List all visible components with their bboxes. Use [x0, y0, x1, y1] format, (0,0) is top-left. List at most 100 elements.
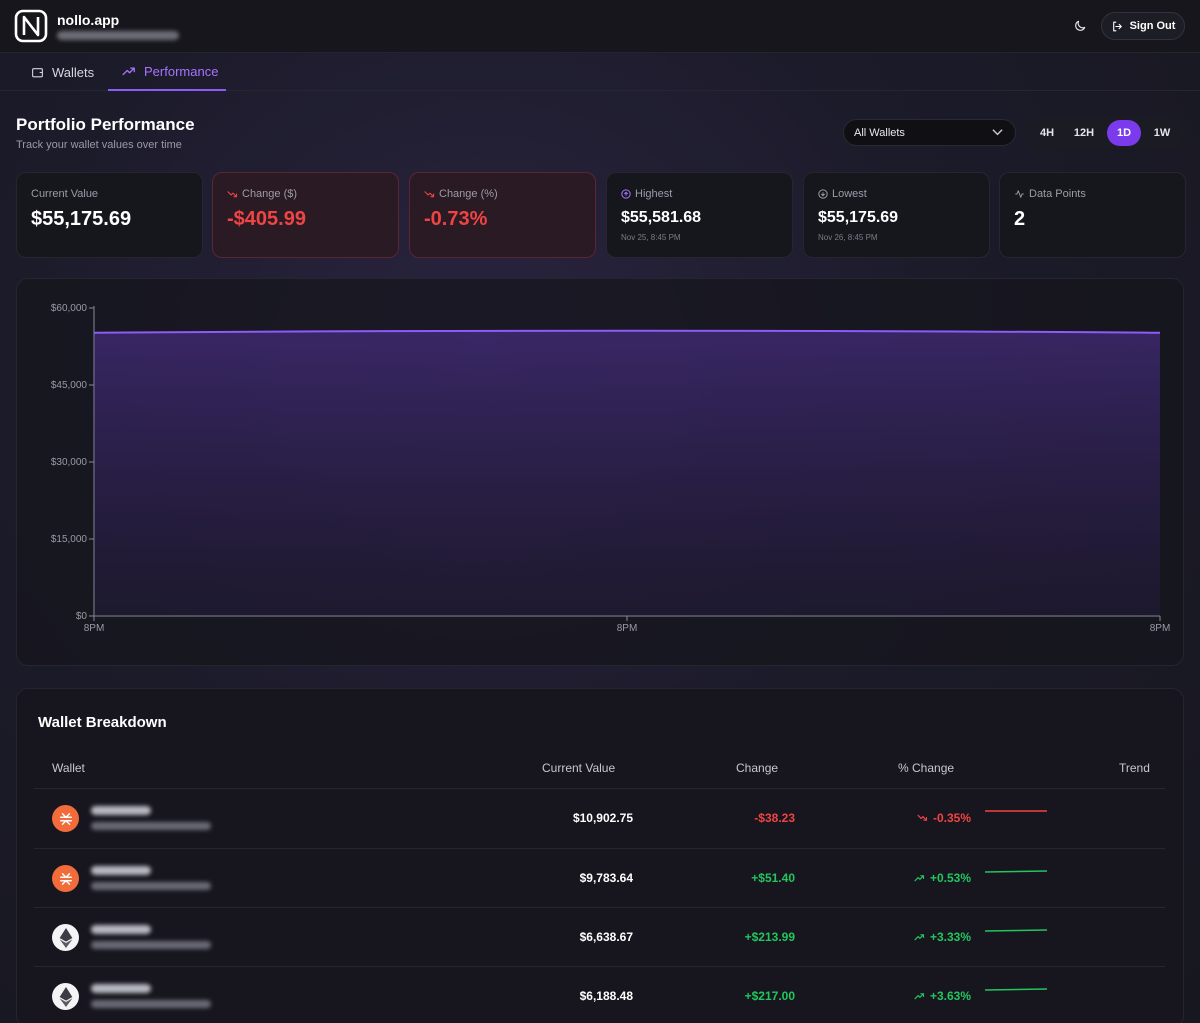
tab-wallets[interactable]: Wallets [31, 53, 94, 91]
table-row[interactable]: $6,638.67 +$213.99 +3.33% [34, 907, 1165, 966]
wallet-pct-change-text: -0.35% [932, 811, 971, 825]
sign-out-label: Sign Out [1129, 20, 1176, 32]
wallet-change: +$213.99 [744, 930, 795, 944]
wallet-pct-change: +0.53% [914, 871, 971, 885]
trend-sparkline [985, 870, 1047, 873]
stat-date: Nov 25, 8:45 PM [621, 233, 681, 242]
page-title: Portfolio Performance [16, 115, 195, 134]
app-header: nollo.app Sign Out [0, 0, 1200, 53]
wallet-change: +$51.40 [751, 871, 795, 885]
stat-label: Lowest [818, 188, 867, 200]
stat-date: Nov 26, 8:45 PM [818, 233, 878, 242]
stat-label: Change (%) [424, 188, 498, 200]
stat-change-usd: Change ($) -$405.99 [212, 172, 399, 258]
range-1w-button[interactable]: 1W [1153, 127, 1171, 139]
stat-label-text: Lowest [832, 188, 867, 200]
table-row[interactable]: $9,783.64 +$51.40 +0.53% [34, 848, 1165, 907]
wallet-current-value: $6,188.48 [579, 989, 633, 1003]
x-tick-label: 8PM [617, 623, 638, 634]
wallet-name-redacted [91, 866, 151, 875]
column-header-pct-change: % Change [898, 761, 955, 775]
trending-down-icon [227, 190, 238, 197]
stat-label: Data Points [1014, 188, 1086, 200]
wallet-pct-change: -0.35% [917, 811, 971, 825]
wallet-coin-icon [52, 805, 79, 832]
wallet-breakdown-title: Wallet Breakdown [38, 714, 167, 731]
x-tick-label: 8PM [84, 623, 105, 634]
wallet-change: -$38.23 [754, 811, 795, 825]
wallet-coin-icon [52, 983, 79, 1010]
wallet-address-redacted [91, 822, 211, 830]
chevron-down-icon [992, 129, 1003, 136]
stat-label-text: Current Value [31, 188, 99, 200]
stat-change-pct: Change (%) -0.73% [409, 172, 596, 258]
sign-out-button[interactable]: Sign Out [1101, 12, 1185, 40]
series-line [93, 329, 1161, 334]
stat-value: -$405.99 [227, 208, 306, 230]
stat-current-value: Current Value $55,175.69 [16, 172, 203, 258]
wallet-name-redacted [91, 806, 151, 815]
time-range-selector: 4H 12H 1D 1W [1024, 117, 1184, 149]
stat-value: $55,175.69 [818, 209, 899, 226]
tab-performance-label: Performance [144, 63, 219, 79]
trending-down-icon [917, 814, 928, 821]
stat-label-text: Data Points [1029, 188, 1086, 200]
stat-label: Highest [621, 188, 672, 200]
wallet-coin-icon [52, 865, 79, 892]
y-tick-label: $45,000 [51, 380, 88, 391]
x-tick-label: 8PM [1150, 623, 1171, 634]
table-row[interactable]: $6,188.48 +$217.00 +3.63% [34, 966, 1165, 1023]
wallet-current-value: $10,902.75 [572, 811, 633, 825]
trending-up-icon [122, 67, 135, 76]
stat-value: 2 [1014, 208, 1026, 230]
theme-toggle-button[interactable] [1068, 14, 1092, 38]
wallet-coin-icon [52, 924, 79, 951]
wallet-pct-change: +3.63% [914, 989, 971, 1003]
table-row[interactable]: $10,902.75 -$38.23 -0.35% [34, 788, 1165, 847]
wallet-breakdown-card: Wallet Breakdown Wallet Current Value Ch… [16, 688, 1184, 1023]
brand-name: nollo.app [57, 12, 120, 28]
stat-highest: Highest $55,581.68 Nov 25, 8:45 PM [606, 172, 793, 258]
ethereum-icon [59, 986, 72, 1007]
moon-icon [1075, 20, 1086, 31]
stat-data-points: Data Points 2 [999, 172, 1186, 258]
range-4h-button[interactable]: 4H [1039, 127, 1055, 139]
stacks-icon [59, 812, 72, 825]
logo-n-icon[interactable] [14, 9, 48, 43]
user-email-redacted [57, 31, 179, 40]
column-header-change: Change [736, 761, 779, 775]
column-header-current-value: Current Value [542, 761, 616, 775]
stat-label-text: Highest [635, 188, 673, 200]
ethereum-icon [59, 927, 72, 948]
column-header-wallet: Wallet [52, 761, 85, 775]
series-area [94, 330, 1160, 616]
wallet-pct-change: +3.33% [914, 930, 971, 944]
y-tick-label: $30,000 [51, 457, 88, 468]
wallet-current-value: $9,783.64 [579, 871, 633, 885]
range-12h-button[interactable]: 12H [1073, 127, 1095, 139]
arrow-down-circle-icon [818, 189, 828, 199]
page-subtitle: Track your wallet values over time [16, 139, 182, 151]
trending-down-icon [424, 190, 435, 197]
wallet-filter-select[interactable]: All Wallets [843, 119, 1016, 146]
arrow-up-circle-icon [621, 189, 631, 199]
tab-performance[interactable]: Performance [108, 53, 226, 91]
performance-chart[interactable]: $0 $15,000 $30,000 $45,000 $60,000 8PM 8PM 8PM [17, 279, 1185, 667]
wallet-name-redacted [91, 925, 151, 934]
stat-label: Current Value [31, 188, 98, 200]
wallet-pct-change-text: +3.33% [929, 930, 971, 944]
trend-sparkline [985, 810, 1047, 812]
log-out-icon [1112, 21, 1122, 31]
stat-label: Change ($) [227, 188, 297, 200]
stat-lowest: Lowest $55,175.69 Nov 26, 8:45 PM [803, 172, 990, 258]
range-1d-button[interactable]: 1D [1107, 120, 1141, 146]
stat-label-text: Change (%) [439, 188, 498, 200]
stat-value: $55,581.68 [621, 209, 702, 226]
wallet-address-redacted [91, 882, 211, 890]
wallet-address-redacted [91, 1000, 211, 1008]
column-header-trend: Trend [1119, 761, 1150, 775]
wallet-pct-change-text: +3.63% [929, 989, 971, 1003]
stat-label-text: Change ($) [242, 188, 298, 200]
activity-icon [1015, 190, 1024, 198]
trend-sparkline [985, 929, 1047, 932]
